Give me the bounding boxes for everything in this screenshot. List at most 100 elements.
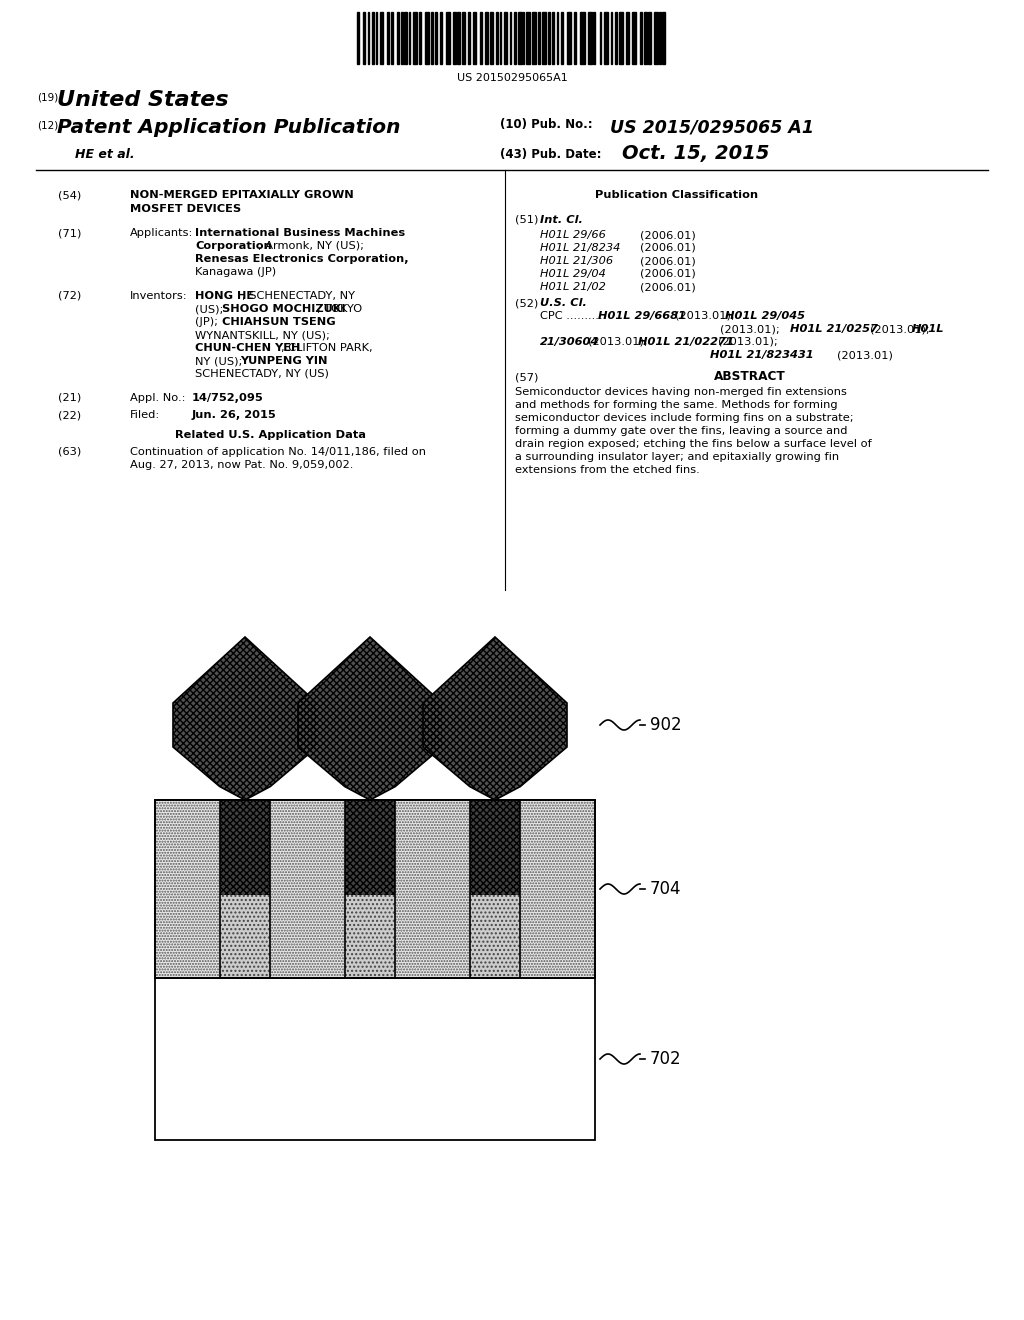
Polygon shape bbox=[298, 638, 442, 800]
Text: (71): (71) bbox=[58, 228, 81, 238]
Bar bbox=[653, 12, 657, 63]
Text: Semiconductor devices having non-merged fin extensions: Semiconductor devices having non-merged … bbox=[515, 387, 847, 397]
Bar bbox=[473, 12, 475, 63]
Bar bbox=[496, 12, 498, 63]
Bar bbox=[220, 895, 270, 978]
Text: , CLIFTON PARK,: , CLIFTON PARK, bbox=[281, 343, 373, 352]
Bar bbox=[514, 12, 516, 63]
Text: extensions from the etched fins.: extensions from the etched fins. bbox=[515, 465, 699, 475]
Text: (63): (63) bbox=[58, 447, 81, 457]
Text: a surrounding insulator layer; and epitaxially growing fin: a surrounding insulator layer; and epita… bbox=[515, 451, 839, 462]
Bar bbox=[500, 12, 501, 63]
Text: Corporation: Corporation bbox=[195, 242, 271, 251]
Text: NY (US);: NY (US); bbox=[195, 356, 243, 366]
Text: , SCHENECTADY, NY: , SCHENECTADY, NY bbox=[242, 290, 355, 301]
Bar bbox=[470, 895, 520, 978]
Text: Continuation of application No. 14/011,186, filed on: Continuation of application No. 14/011,1… bbox=[130, 447, 426, 457]
Text: Related U.S. Application Data: Related U.S. Application Data bbox=[175, 430, 366, 440]
Bar bbox=[155, 800, 595, 978]
Bar bbox=[468, 12, 470, 63]
Text: Filed:: Filed: bbox=[130, 411, 160, 420]
Bar bbox=[387, 12, 389, 63]
Text: (2006.01): (2006.01) bbox=[640, 269, 695, 279]
Text: United States: United States bbox=[57, 90, 228, 110]
Bar bbox=[409, 12, 411, 63]
Text: H01L 29/66: H01L 29/66 bbox=[540, 230, 606, 240]
Text: Jun. 26, 2015: Jun. 26, 2015 bbox=[193, 411, 276, 420]
Bar bbox=[345, 800, 395, 978]
Text: Patent Application Publication: Patent Application Publication bbox=[57, 117, 400, 137]
Text: US 20150295065A1: US 20150295065A1 bbox=[457, 73, 567, 83]
Text: (2013.01): (2013.01) bbox=[837, 350, 893, 360]
Text: Inventors:: Inventors: bbox=[130, 290, 187, 301]
Bar bbox=[345, 895, 395, 978]
Bar bbox=[632, 12, 636, 63]
Text: WYNANTSKILL, NY (US);: WYNANTSKILL, NY (US); bbox=[195, 330, 330, 341]
Bar bbox=[648, 12, 650, 63]
Text: (JP);: (JP); bbox=[195, 317, 218, 327]
Bar bbox=[369, 12, 370, 63]
Bar bbox=[659, 12, 660, 63]
Text: (51): (51) bbox=[515, 215, 539, 224]
Bar bbox=[663, 12, 666, 63]
Text: Appl. No.:: Appl. No.: bbox=[130, 393, 185, 403]
Bar bbox=[567, 12, 571, 63]
Text: YUNPENG YIN: YUNPENG YIN bbox=[240, 356, 328, 366]
Text: (2013.01);: (2013.01); bbox=[588, 337, 648, 347]
Bar bbox=[470, 800, 520, 895]
Text: (2013.01);: (2013.01); bbox=[718, 337, 778, 347]
Text: (22): (22) bbox=[58, 411, 81, 420]
Bar bbox=[425, 12, 429, 63]
Text: 21/30604: 21/30604 bbox=[540, 337, 599, 347]
Text: 14/752,095: 14/752,095 bbox=[193, 393, 264, 403]
Text: HE et al.: HE et al. bbox=[75, 148, 134, 161]
Bar bbox=[532, 12, 537, 63]
Text: SHOGO MOCHIZUKI: SHOGO MOCHIZUKI bbox=[222, 304, 346, 314]
Bar bbox=[470, 800, 520, 895]
Text: and methods for forming the same. Methods for forming: and methods for forming the same. Method… bbox=[515, 400, 838, 411]
Text: (54): (54) bbox=[58, 190, 81, 201]
Bar bbox=[362, 12, 365, 63]
Bar bbox=[220, 800, 270, 895]
Text: drain region exposed; etching the fins below a surface level of: drain region exposed; etching the fins b… bbox=[515, 440, 871, 449]
Bar bbox=[557, 12, 558, 63]
Bar bbox=[470, 800, 520, 978]
Text: Kanagawa (JP): Kanagawa (JP) bbox=[195, 267, 276, 277]
Bar bbox=[453, 12, 456, 63]
Text: CHIAHSUN TSENG: CHIAHSUN TSENG bbox=[222, 317, 336, 327]
Bar bbox=[372, 12, 374, 63]
Bar bbox=[561, 12, 563, 63]
Bar bbox=[505, 12, 507, 63]
Bar bbox=[603, 12, 607, 63]
Text: H01L 29/6681: H01L 29/6681 bbox=[598, 312, 686, 321]
Bar bbox=[599, 12, 601, 63]
Bar bbox=[458, 12, 460, 63]
Text: (10) Pub. No.:: (10) Pub. No.: bbox=[500, 117, 593, 131]
Bar bbox=[435, 12, 437, 63]
Text: (2013.01);: (2013.01); bbox=[870, 323, 930, 334]
Text: H01L 29/045: H01L 29/045 bbox=[725, 312, 805, 321]
Bar bbox=[345, 800, 395, 895]
Bar bbox=[401, 12, 402, 63]
Text: Applicants:: Applicants: bbox=[130, 228, 194, 238]
Text: Aug. 27, 2013, now Pat. No. 9,059,002.: Aug. 27, 2013, now Pat. No. 9,059,002. bbox=[130, 459, 353, 470]
Bar bbox=[543, 12, 546, 63]
Text: (57): (57) bbox=[515, 372, 539, 381]
Text: ABSTRACT: ABSTRACT bbox=[714, 370, 785, 383]
Text: H01L 21/8234: H01L 21/8234 bbox=[540, 243, 621, 253]
Bar bbox=[220, 800, 270, 978]
Bar bbox=[640, 12, 642, 63]
Text: SCHENECTADY, NY (US): SCHENECTADY, NY (US) bbox=[195, 370, 329, 379]
Text: (2006.01): (2006.01) bbox=[640, 282, 695, 292]
Bar bbox=[644, 12, 646, 63]
Bar bbox=[510, 12, 511, 63]
Text: HONG HE: HONG HE bbox=[195, 290, 254, 301]
Bar bbox=[404, 12, 408, 63]
Bar bbox=[439, 12, 442, 63]
Text: (43) Pub. Date:: (43) Pub. Date: bbox=[500, 148, 601, 161]
Bar bbox=[620, 12, 624, 63]
Bar bbox=[518, 12, 521, 63]
Bar bbox=[155, 800, 595, 978]
Bar bbox=[470, 895, 520, 978]
Bar bbox=[155, 978, 595, 1140]
